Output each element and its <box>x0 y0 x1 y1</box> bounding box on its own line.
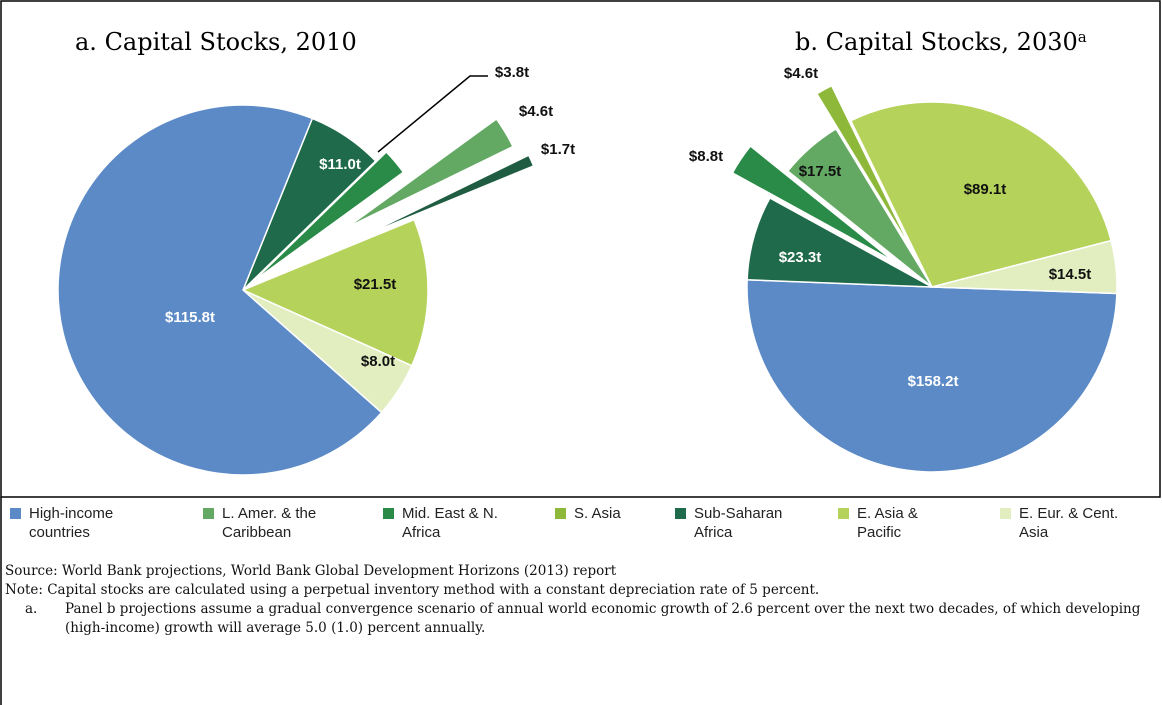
value-label: $17.5t <box>799 163 842 180</box>
legend-label: Sub-Saharan Africa <box>694 505 783 541</box>
legend-swatch <box>1000 508 1011 519</box>
pie-slice <box>253 150 405 282</box>
legend-label: S. Asia <box>574 505 621 522</box>
pie-slice <box>746 196 933 288</box>
legend-label: E. Eur. & Cent. Asia <box>1019 505 1119 541</box>
value-label: $158.2t <box>908 373 959 390</box>
value-label: $8.0t <box>361 353 395 370</box>
footnote-marker: a. <box>25 601 38 617</box>
value-label: $14.5t <box>1049 266 1092 283</box>
legend-item: S. Asia <box>555 504 654 523</box>
pie-slice <box>849 101 1113 288</box>
legend-item: Sub-Saharan Africa <box>675 504 794 542</box>
source: Source: World Bank projections, World Ba… <box>5 563 617 579</box>
legend-item: High-income countries <box>10 504 139 542</box>
footnote: a. Panel b projections assume a gradual c… <box>5 600 1155 638</box>
legend-item: E. Eur. & Cent. Asia <box>1000 504 1119 542</box>
value-label: $11.0t <box>319 156 361 173</box>
notes: Source: World Bank projections, World Ba… <box>5 562 1155 638</box>
value-label: $3.8t <box>495 64 529 81</box>
title-note: a <box>1078 28 1087 46</box>
value-label: $1.7t <box>541 141 575 158</box>
legend-label: L. Amer. & the Caribbean <box>222 505 317 541</box>
legend-item: L. Amer. & the Caribbean <box>203 504 347 542</box>
legend-swatch <box>675 508 686 519</box>
value-label: $8.8t <box>689 148 723 165</box>
leader-line <box>377 75 488 153</box>
legend-label: High-income countries <box>29 505 114 541</box>
title-text: b. Capital Stocks, 2030 <box>795 28 1078 56</box>
legend-swatch <box>555 508 566 519</box>
pie-slice <box>815 84 914 253</box>
pie-slice <box>931 239 1118 295</box>
legend-swatch <box>838 508 849 519</box>
value-label: $4.6t <box>519 103 553 120</box>
value-label: $89.1t <box>964 181 1007 198</box>
pie-slice <box>362 154 535 238</box>
legend-swatch <box>10 508 21 519</box>
legend-item: Mid. East & N. Africa <box>383 504 502 542</box>
pie-slice <box>241 218 429 367</box>
legend: High-income countries L. Amer. & the Cari… <box>0 504 1162 550</box>
legend-swatch <box>383 508 394 519</box>
value-label: $115.8t <box>165 309 215 326</box>
footnote-text: Panel b projections assume a gradual con… <box>65 601 1141 636</box>
pie-slice <box>746 279 1118 473</box>
value-label: $23.3t <box>779 249 822 266</box>
frame <box>0 0 1161 498</box>
legend-swatch <box>203 508 214 519</box>
pie-slice <box>346 117 514 229</box>
chart-title: b. Capital Stocks, 2030a <box>795 28 1087 56</box>
pie-slice <box>786 127 933 288</box>
legend-item: E. Asia & Pacific <box>838 504 942 542</box>
legend-label: Mid. East & N. Africa <box>402 505 498 541</box>
note: Note: Capital stocks are calculated usin… <box>5 582 820 598</box>
pie-slice <box>731 145 896 263</box>
value-label: $4.6t <box>784 65 818 82</box>
legend-label: E. Asia & Pacific <box>857 505 918 541</box>
chart-title: a. Capital Stocks, 2010 <box>75 28 357 56</box>
pie-slice <box>57 104 383 476</box>
value-label: $21.5t <box>354 276 397 293</box>
